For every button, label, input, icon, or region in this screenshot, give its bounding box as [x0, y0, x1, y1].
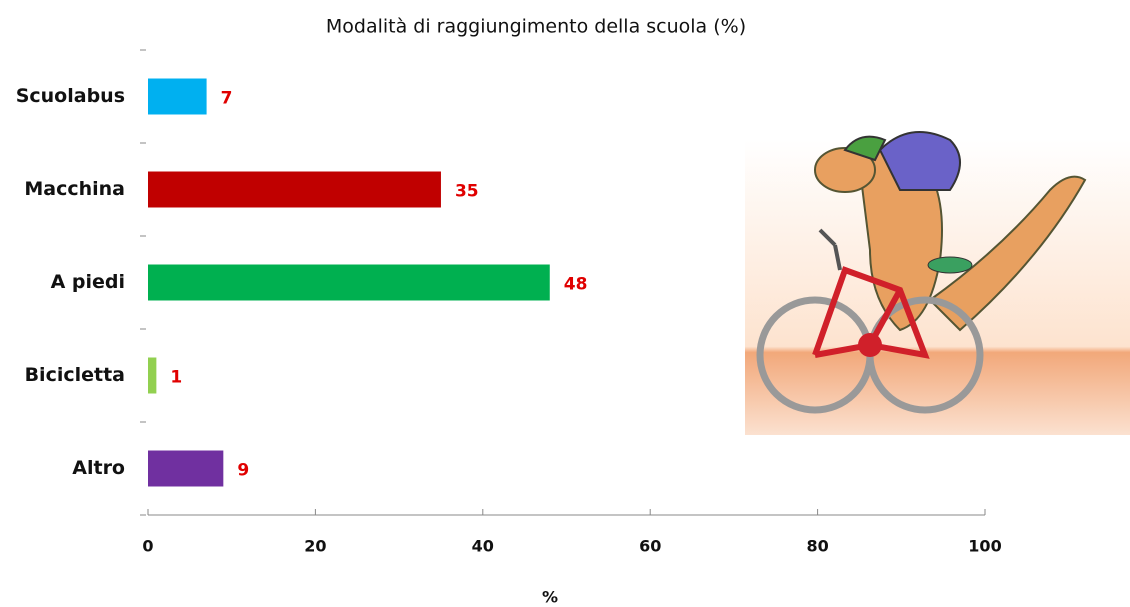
bar	[148, 78, 207, 115]
y-tick-label: Bicicletta	[25, 364, 125, 386]
x-tick-label: 40	[472, 537, 494, 556]
x-tick-label: 80	[806, 537, 828, 556]
bar	[148, 357, 157, 394]
bar	[148, 171, 441, 208]
bar	[148, 264, 550, 301]
x-tick-label: 20	[304, 537, 326, 556]
illustration	[745, 131, 1130, 435]
bar	[148, 450, 224, 487]
x-axis-label: %	[542, 588, 558, 607]
value-label: 1	[170, 368, 182, 388]
y-tick-label: A piedi	[51, 271, 125, 293]
value-label: 9	[237, 461, 249, 481]
value-label: 48	[564, 275, 588, 295]
y-tick-label: Macchina	[24, 178, 125, 200]
x-tick-label: 0	[142, 537, 153, 556]
value-label: 7	[221, 89, 233, 109]
y-tick-label: Altro	[72, 457, 125, 479]
y-tick-label: Scuolabus	[16, 85, 125, 107]
x-tick-label: 100	[968, 537, 1001, 556]
chart-title: Modalità di raggiungimento della scuola …	[326, 16, 746, 38]
value-label: 35	[455, 182, 479, 202]
x-tick-label: 60	[639, 537, 661, 556]
